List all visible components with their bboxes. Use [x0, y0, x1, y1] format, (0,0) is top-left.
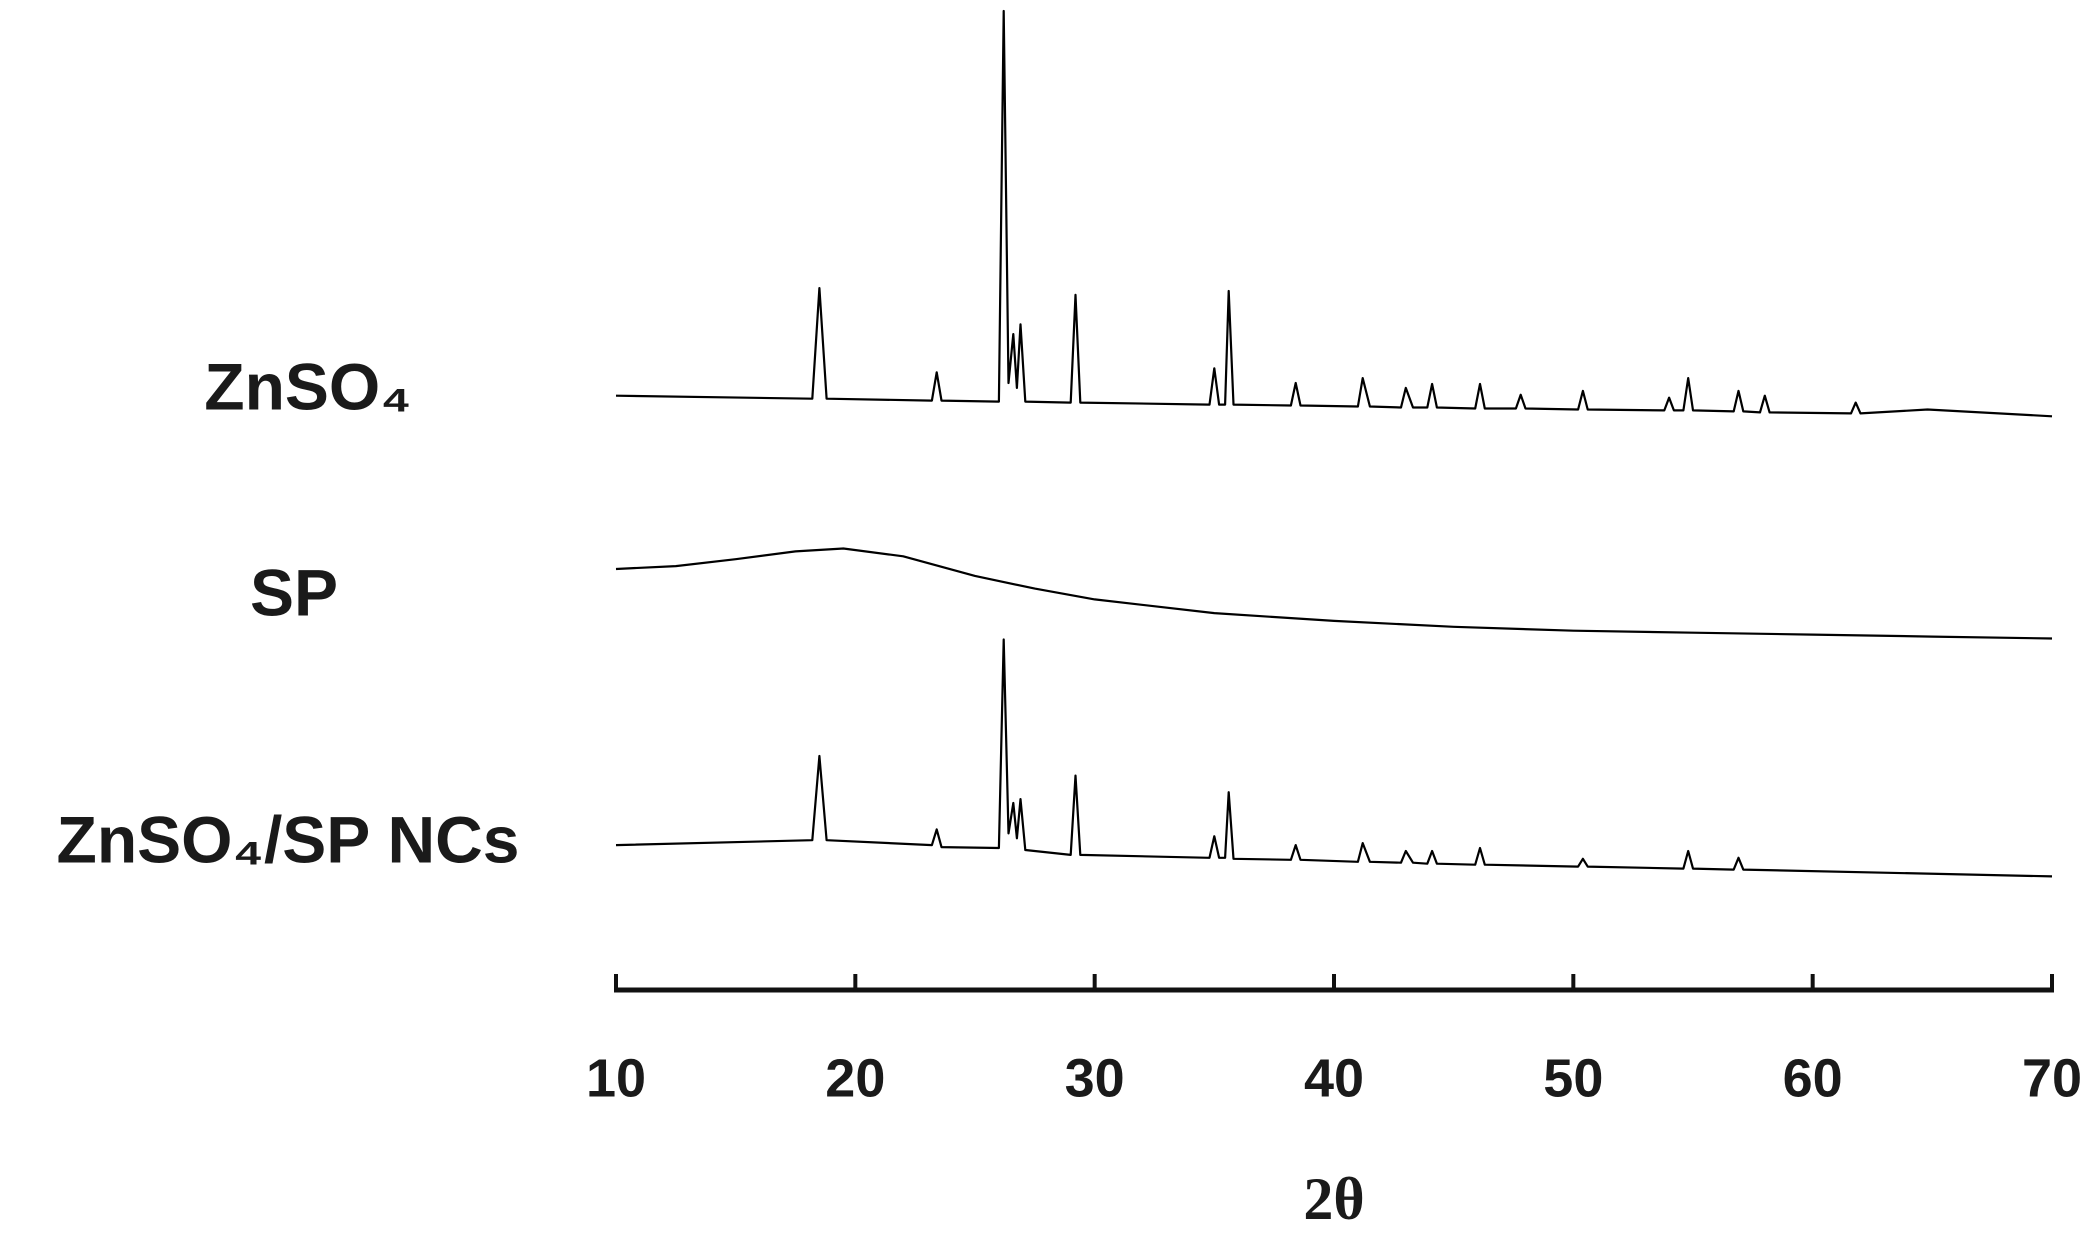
series-line	[615, 9, 2053, 418]
x-tick-label: 70	[2022, 1048, 2082, 1108]
series-line	[615, 638, 2053, 878]
series-label: ZnSO₄	[204, 349, 411, 423]
x-tick-label: 10	[586, 1048, 646, 1108]
x-tick-label: 50	[1543, 1048, 1603, 1108]
series-label: SP	[250, 555, 338, 629]
x-tick-label: 40	[1304, 1048, 1364, 1108]
series-line	[615, 547, 2053, 640]
x-tick-label: 20	[825, 1048, 885, 1108]
series-label: ZnSO₄/SP NCs	[57, 802, 520, 876]
x-axis-label: 2θ	[1303, 1166, 1364, 1232]
x-tick-label: 60	[1783, 1048, 1843, 1108]
x-tick-label: 30	[1065, 1048, 1125, 1108]
